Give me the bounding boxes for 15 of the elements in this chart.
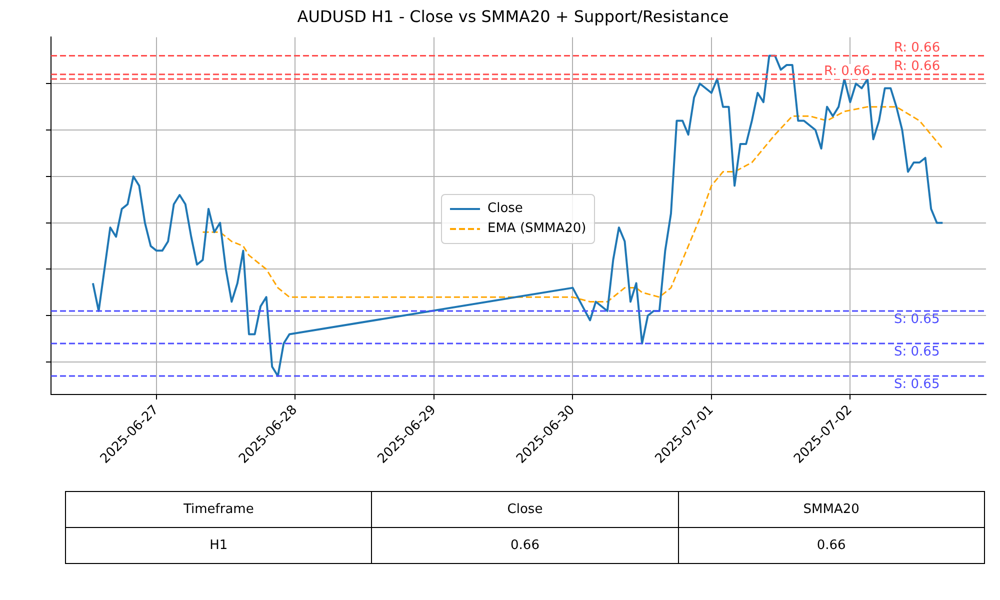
legend-label: Close — [488, 201, 523, 216]
text: Close — [372, 492, 678, 528]
ref-line-label: S: 0.65 — [894, 376, 940, 392]
text: SMMA20 — [678, 492, 984, 528]
ref-line-label: R: 0.66 — [894, 40, 940, 56]
chart-title: AUDUSD H1 - Close vs SMMA20 + Support/Resistance — [297, 6, 729, 26]
ref-line-label: R: 0.66 — [824, 64, 870, 79]
text: H1 — [66, 528, 372, 564]
legend-label: EMA (SMMA20) — [488, 221, 586, 236]
text: 0.66 — [678, 528, 984, 564]
ref-line-label: S: 0.65 — [894, 344, 940, 360]
ref-line-label: R: 0.66 — [894, 59, 940, 74]
ref-line-label: S: 0.65 — [894, 312, 940, 327]
text: 0.66 — [372, 528, 678, 564]
text: Timeframe — [66, 492, 372, 528]
